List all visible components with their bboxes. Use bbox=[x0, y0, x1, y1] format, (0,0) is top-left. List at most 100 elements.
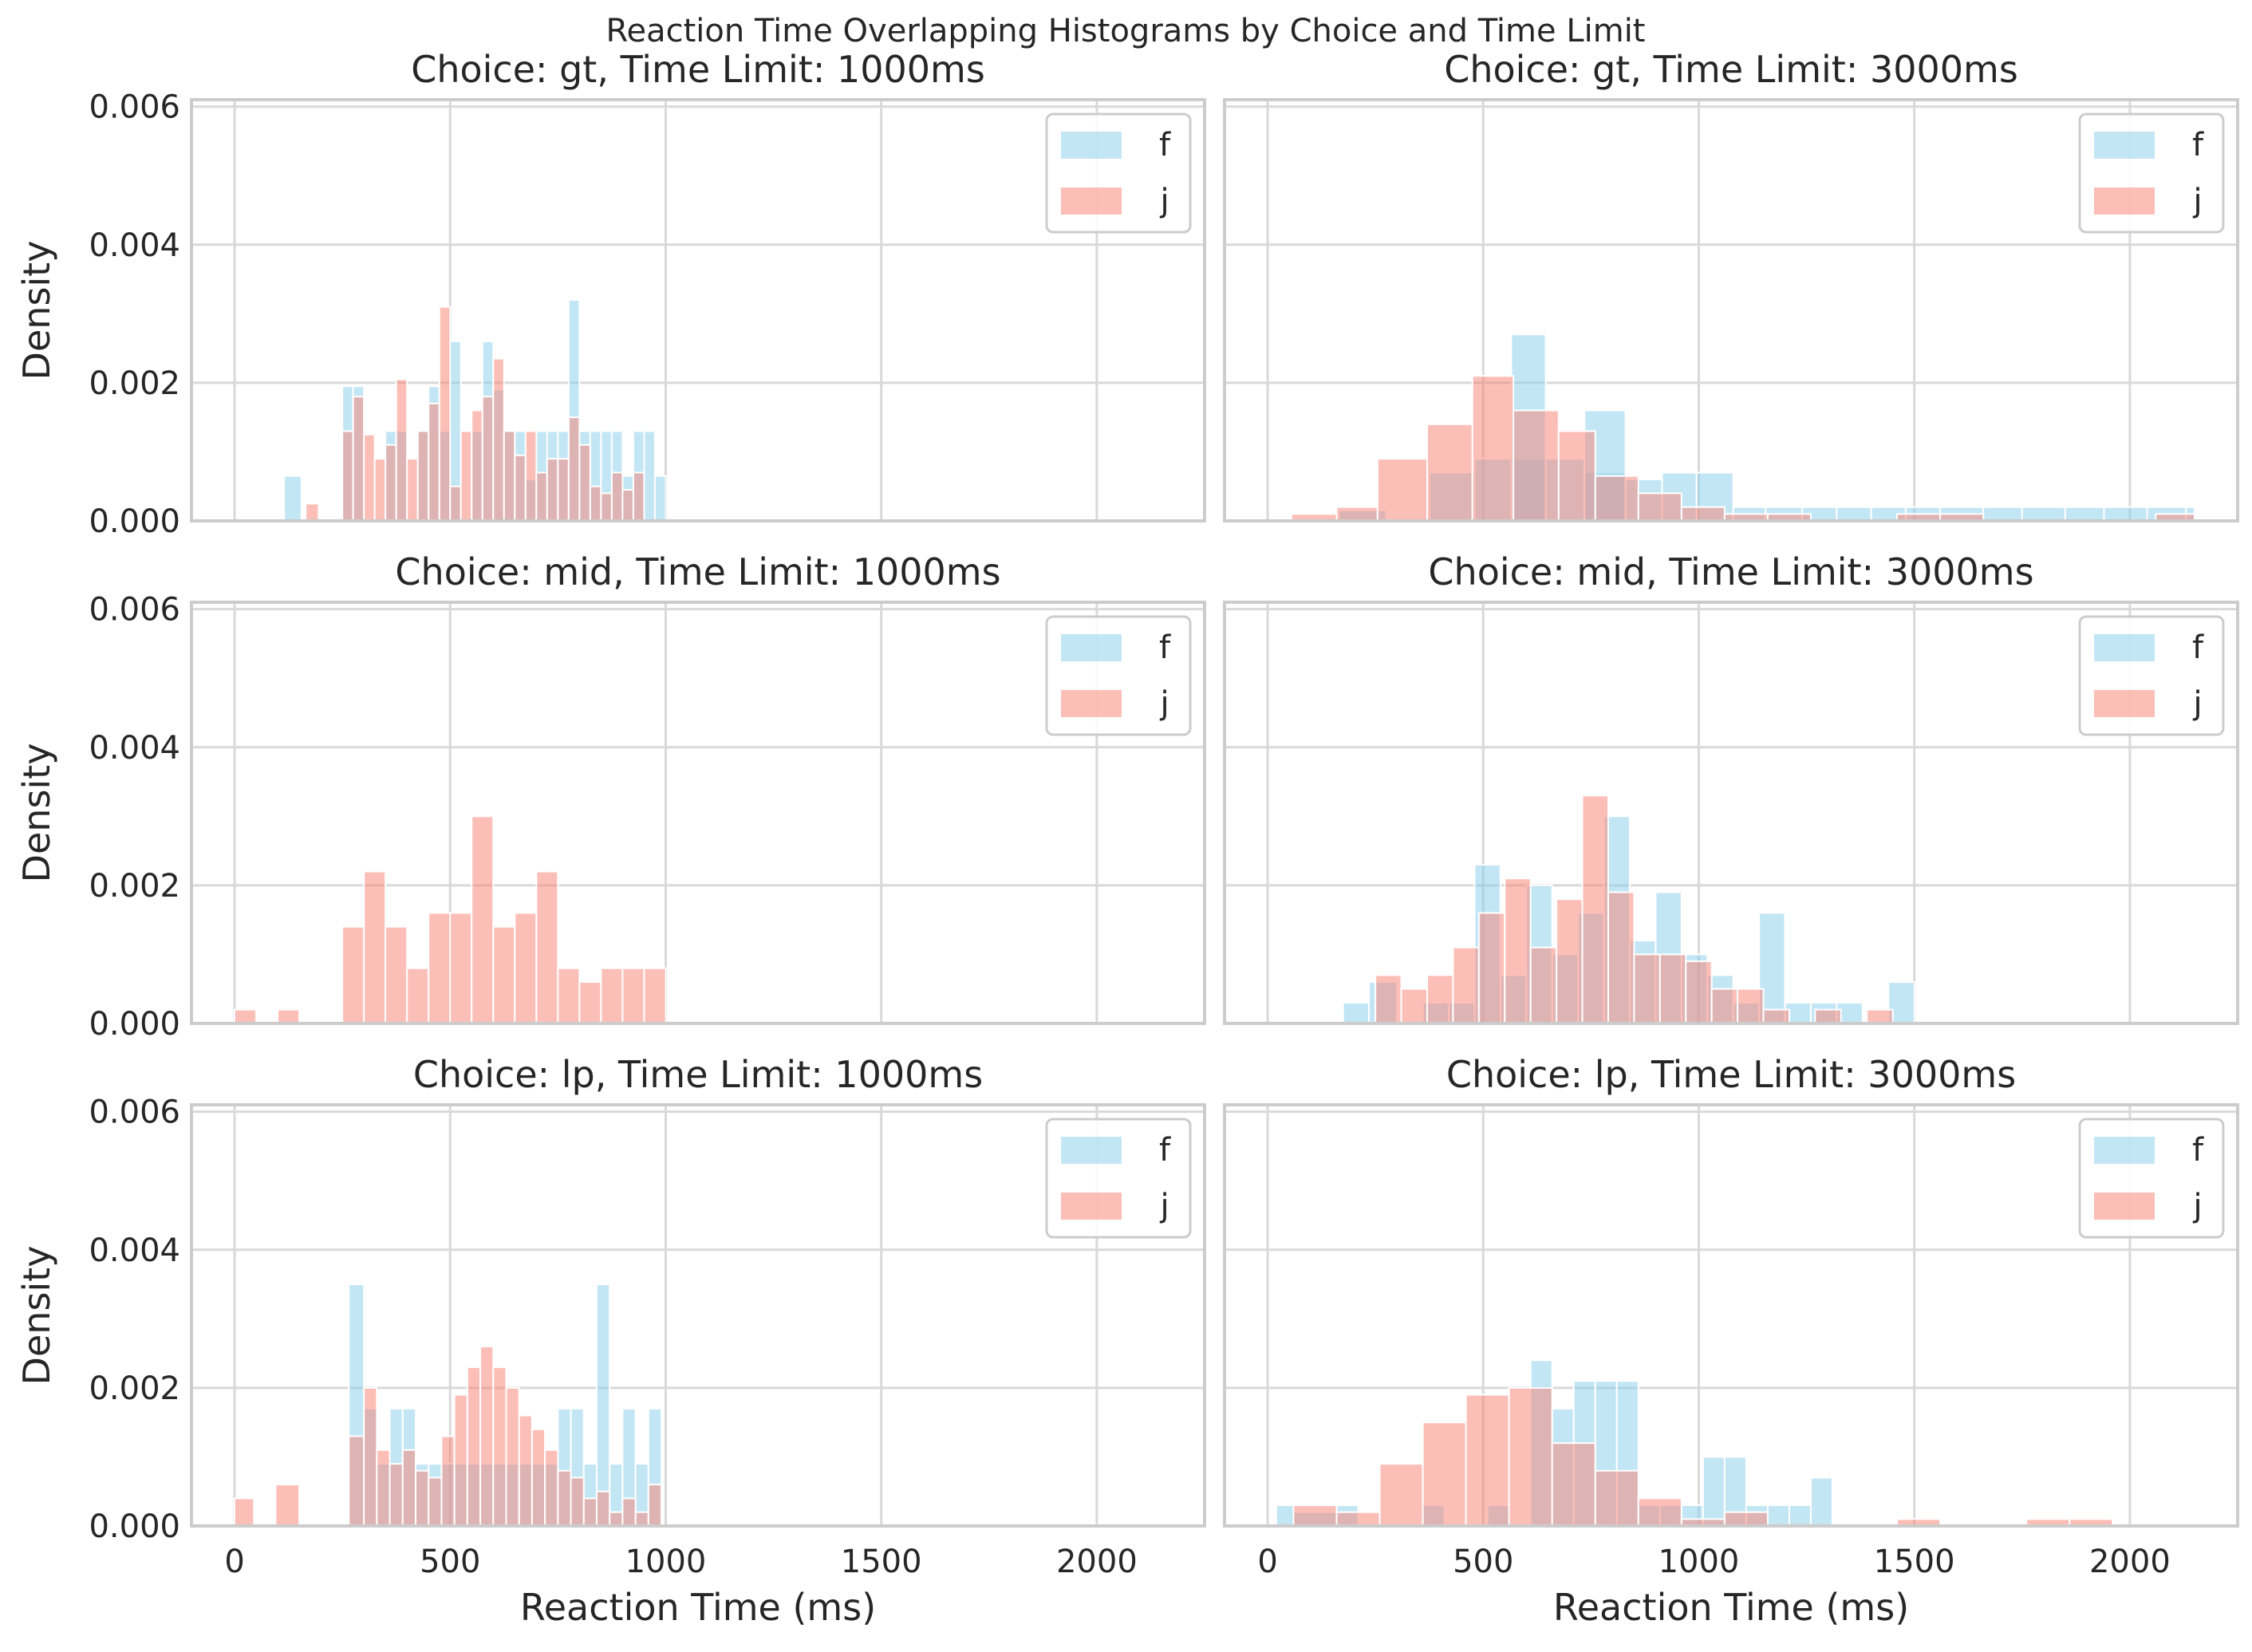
legend: fj bbox=[2078, 1118, 2225, 1239]
histogram-bar bbox=[609, 1511, 624, 1527]
plot-frame bbox=[1223, 98, 2239, 522]
legend: fj bbox=[1045, 112, 1192, 234]
histogram-bar bbox=[1275, 1504, 1295, 1528]
histogram-bar bbox=[647, 1484, 663, 1527]
histogram-bar bbox=[1374, 974, 1402, 1024]
legend-swatch-f bbox=[1061, 634, 1122, 661]
histogram-bar bbox=[518, 1414, 533, 1527]
x-axis-label: Reaction Time (ms) bbox=[1553, 1586, 1909, 1629]
legend: fj bbox=[1045, 1118, 1192, 1239]
subplot-title: Choice: mid, Time Limit: 1000ms bbox=[395, 550, 1000, 593]
histogram-bar bbox=[1376, 458, 1429, 522]
histogram-bar bbox=[453, 1394, 468, 1528]
plot-frame bbox=[190, 98, 1206, 522]
histogram-bar bbox=[1723, 1511, 1769, 1527]
legend-label-j: j bbox=[2192, 183, 2202, 219]
x-tick-label: 500 bbox=[1453, 1544, 1513, 1580]
legend-swatch-j bbox=[1061, 690, 1122, 717]
y-axis-label: Density bbox=[15, 1246, 58, 1386]
histogram-bar bbox=[1452, 946, 1480, 1024]
y-tick-label: 0.000 bbox=[89, 503, 180, 540]
histogram-bar bbox=[610, 471, 624, 522]
histogram-bar bbox=[570, 1477, 585, 1527]
histogram-bar bbox=[1607, 891, 1635, 1025]
histogram-bar bbox=[305, 503, 320, 522]
histogram-bar bbox=[234, 1497, 255, 1528]
plot-area bbox=[1225, 100, 2238, 521]
histogram-bar bbox=[632, 471, 645, 522]
legend-label-j: j bbox=[1159, 685, 1169, 722]
legend-label-f: f bbox=[2192, 127, 2204, 164]
plot-frame bbox=[190, 601, 1206, 1025]
histogram-bar bbox=[492, 1366, 507, 1528]
subplot-title: Choice: mid, Time Limit: 3000ms bbox=[1428, 550, 2033, 593]
histogram-bar bbox=[1594, 1469, 1639, 1528]
x-tick-label: 0 bbox=[224, 1544, 244, 1580]
histogram-bar bbox=[341, 430, 354, 522]
histogram-bar bbox=[388, 1463, 404, 1528]
x-tick-label: 2000 bbox=[2089, 1544, 2171, 1580]
histogram-bar bbox=[466, 1366, 482, 1528]
legend-label-j: j bbox=[1159, 183, 1169, 219]
histogram-bar bbox=[1637, 492, 1682, 522]
y-tick-label: 0.006 bbox=[89, 592, 180, 629]
histogram-bar bbox=[1477, 912, 1506, 1024]
plot-area bbox=[1225, 1105, 2238, 1526]
histogram-bar bbox=[596, 1283, 611, 1527]
legend: fj bbox=[1045, 615, 1192, 736]
histogram-bar bbox=[530, 1428, 546, 1528]
histogram-bar bbox=[535, 870, 559, 1024]
histogram-bar bbox=[1465, 1394, 1510, 1528]
y-tick-label: 0.002 bbox=[89, 365, 180, 402]
histogram-bar bbox=[277, 1008, 301, 1024]
histogram-bar bbox=[567, 416, 581, 522]
histogram-bar bbox=[459, 430, 473, 522]
histogram-bar bbox=[385, 444, 397, 522]
legend: fj bbox=[2078, 112, 2225, 234]
y-tick-label: 0.002 bbox=[89, 868, 180, 905]
histogram-bar bbox=[341, 925, 365, 1025]
subplot-4: 0 500 1000 1500 2000 0.000 0.002 0.004 0.006 Choi… bbox=[15, 1053, 1206, 1629]
histogram-bar bbox=[1400, 988, 1428, 1025]
histogram-bar bbox=[363, 870, 387, 1024]
histogram-bar bbox=[1551, 1442, 1596, 1527]
y-tick-label: 0.000 bbox=[89, 1006, 180, 1043]
histogram-bar bbox=[514, 454, 527, 522]
histogram-bar bbox=[1633, 953, 1661, 1025]
histogram-bar bbox=[1292, 1504, 1338, 1528]
histogram-bar bbox=[1426, 974, 1454, 1024]
series-j bbox=[1290, 375, 2195, 522]
legend-swatch-f bbox=[2094, 1137, 2155, 1164]
histogram-bar bbox=[1685, 960, 1713, 1025]
histogram-bar bbox=[1594, 475, 1639, 522]
histogram-bar bbox=[406, 967, 430, 1025]
histogram-bar bbox=[1762, 1008, 1790, 1024]
legend-label-f: f bbox=[1159, 1132, 1171, 1169]
histogram-bar bbox=[1378, 1463, 1424, 1528]
histogram-bar bbox=[1680, 506, 1725, 522]
histogram-bar bbox=[589, 485, 602, 522]
histogram-bar bbox=[363, 433, 376, 522]
histogram-bar bbox=[1809, 1477, 1834, 1527]
x-tick-label: 0 bbox=[1257, 1544, 1277, 1580]
y-tick-label: 0.000 bbox=[89, 1508, 180, 1545]
histogram-bar bbox=[1836, 506, 1872, 522]
histogram-bar bbox=[1788, 1504, 1812, 1528]
x-tick-label: 1500 bbox=[841, 1544, 922, 1580]
series-j bbox=[1374, 794, 1894, 1025]
histogram-bar bbox=[546, 458, 559, 522]
histogram-bar bbox=[653, 475, 667, 522]
subplot-title: Choice: lp, Time Limit: 3000ms bbox=[1446, 1053, 2016, 1096]
histogram-bar bbox=[471, 409, 483, 522]
y-axis-label: Density bbox=[15, 743, 58, 883]
histogram-bar bbox=[1422, 1421, 1467, 1527]
histogram-bar bbox=[643, 967, 667, 1025]
histogram-bar bbox=[1342, 1002, 1371, 1025]
histogram-bar bbox=[373, 458, 387, 522]
y-axis-label: Density bbox=[15, 241, 58, 380]
plot-frame bbox=[1223, 1103, 2239, 1528]
histogram-bar bbox=[492, 925, 516, 1025]
histogram-bar bbox=[557, 458, 570, 522]
y-tick-label: 0.002 bbox=[89, 1370, 180, 1407]
